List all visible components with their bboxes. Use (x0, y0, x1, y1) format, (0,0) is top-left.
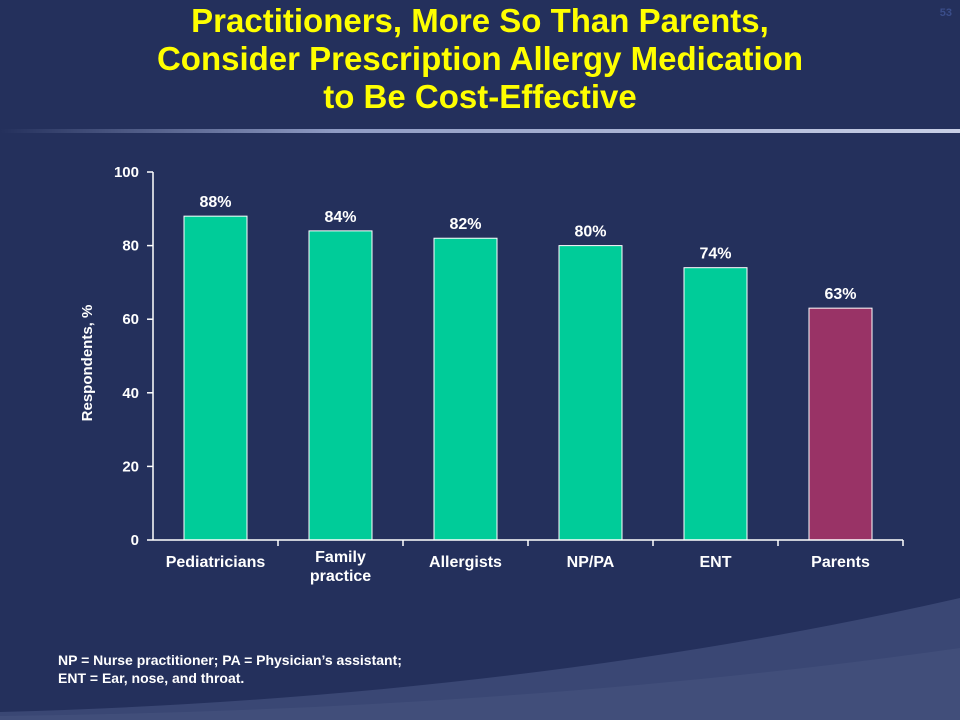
footnote-line-2: ENT = Ear, nose, and throat. (58, 670, 245, 686)
data-label: 74% (699, 246, 731, 263)
bar-pediatricians (183, 215, 248, 541)
data-label: 82% (449, 216, 481, 233)
x-tick-label: NP/PA (567, 554, 615, 571)
data-label: 80% (574, 224, 606, 241)
x-tick-label: Allergists (429, 554, 502, 571)
title-line-3: to Be Cost-Effective (323, 78, 637, 115)
bar-allergists (433, 237, 498, 541)
data-label: 88% (199, 194, 231, 211)
x-tick-label: Parents (811, 554, 870, 571)
x-tick-label-line: NP/PA (567, 554, 615, 571)
footnote: NP = Nurse practitioner; PA = Physician’… (58, 651, 402, 687)
x-tick-label-line: Pediatricians (166, 554, 266, 571)
data-label: 63% (824, 286, 856, 303)
y-tick-label: 80 (122, 238, 139, 255)
y-tick-label: 40 (122, 385, 139, 402)
title-divider (0, 129, 960, 133)
y-tick-label: 100 (114, 164, 139, 181)
bar-ent (683, 267, 748, 541)
bar-chart: 0 20 40 60 80 100 88% 84% 82% 80% 74% 63% Pediatri… (79, 164, 904, 585)
slide-title: Practitioners, More So Than Parents, Con… (40, 2, 920, 116)
y-tick-label: 20 (122, 458, 139, 475)
footnote-line-1: NP = Nurse practitioner; PA = Physician’… (58, 652, 402, 668)
x-tick-label-line: Family (315, 549, 366, 566)
x-tick-label: Family practice (310, 549, 371, 585)
bar-family-practice (308, 230, 373, 541)
bar-parents (808, 307, 873, 541)
decorative-swoosh (0, 598, 960, 720)
x-tick-label-line: Allergists (429, 554, 502, 571)
data-label: 84% (324, 209, 356, 226)
slide-number: 53 (939, 7, 952, 19)
bar-nppa (558, 245, 623, 541)
y-axis-label: Respondents, % (79, 305, 96, 422)
x-tick-label: ENT (700, 554, 732, 571)
x-tick-label-line: practice (310, 568, 371, 585)
y-tick-label: 0 (131, 532, 139, 549)
title-line-1: Practitioners, More So Than Parents, (191, 2, 769, 39)
x-tick-label: Pediatricians (166, 554, 266, 571)
x-tick-label-line: Parents (811, 554, 870, 571)
y-tick-label: 60 (122, 311, 139, 328)
title-line-2: Consider Prescription Allergy Medication (156, 40, 804, 77)
x-tick-label-line: ENT (700, 554, 732, 571)
